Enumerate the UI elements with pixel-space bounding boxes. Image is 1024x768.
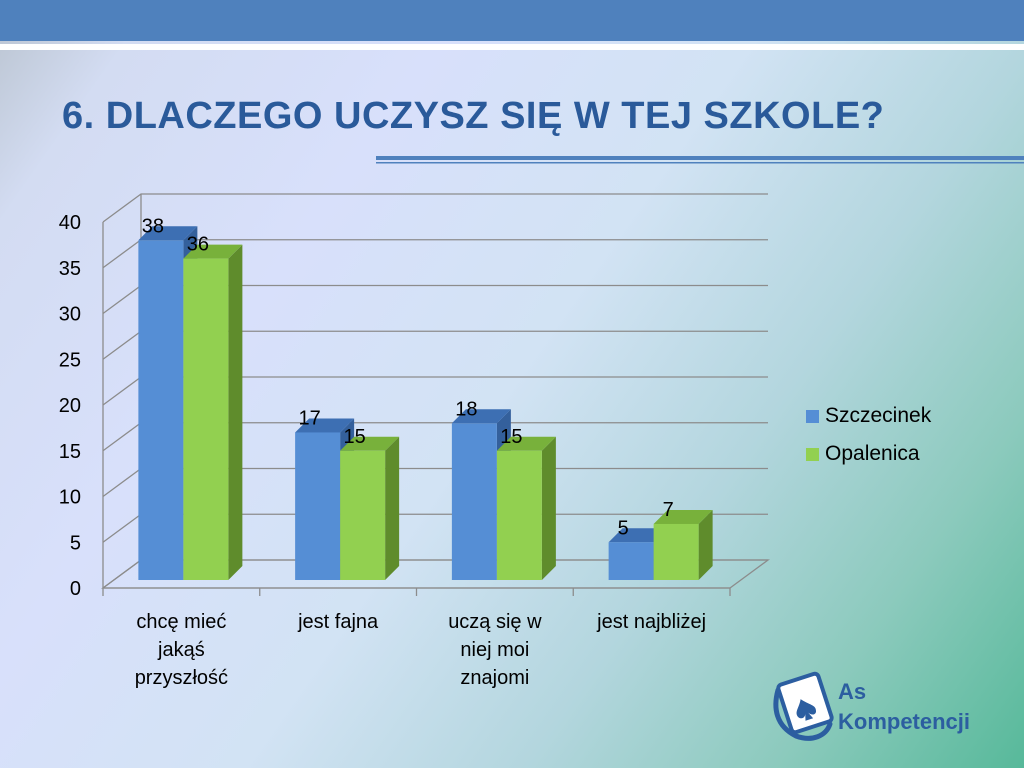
bar-value-label: 5	[618, 517, 629, 539]
x-category-label: jest fajna	[297, 611, 379, 633]
bar-top	[295, 418, 355, 433]
gridline	[102, 193, 768, 223]
y-tick-label: 35	[59, 258, 81, 280]
logo: As Kompetencji	[773, 671, 970, 741]
bar-top	[608, 528, 668, 543]
bar	[340, 450, 386, 580]
legend-label: Opalenica	[825, 442, 920, 465]
bar-value-label: 38	[142, 215, 164, 237]
bar-side	[541, 436, 556, 580]
bar-top	[496, 436, 556, 451]
slide-title: 6. DLACZEGO UCZYSZ SIĘ W TEJ SZKOLE?	[62, 95, 885, 137]
bar	[608, 542, 654, 580]
bar-value-label: 7	[663, 499, 674, 521]
bar	[183, 258, 229, 580]
bar-top	[653, 509, 713, 524]
x-category-label: jest najbliżej	[596, 611, 706, 633]
bar	[496, 450, 542, 580]
legend-swatch	[806, 410, 819, 423]
bar-value-label: 15	[344, 426, 366, 448]
top-banner	[0, 0, 1024, 41]
y-tick-label: 20	[59, 395, 81, 417]
x-category-label: uczą się w niej moi znajomi	[448, 611, 542, 689]
bar-value-label: 15	[500, 426, 522, 448]
y-tick-label: 40	[59, 212, 81, 234]
title-rule-thick	[376, 156, 1024, 160]
bar-top	[138, 226, 198, 241]
x-category-label: chcę mieć jakąś przyszłość	[135, 611, 228, 689]
bar-side	[698, 509, 713, 580]
bar-value-label: 18	[455, 398, 477, 420]
logo-text-as: As	[838, 679, 866, 704]
top-banner-divider	[0, 44, 1024, 50]
legend-swatch	[806, 448, 819, 461]
y-tick-label: 10	[59, 487, 81, 509]
legend-label: Szczecinek	[825, 404, 932, 427]
bar	[451, 423, 497, 580]
card-icon	[773, 671, 834, 741]
bar-value-label: 36	[187, 234, 209, 256]
title-rule-thin	[376, 162, 1024, 164]
y-tick-label: 30	[59, 304, 81, 326]
bar-value-label: 17	[299, 407, 321, 429]
bar-side	[228, 244, 243, 580]
logo-text-kompetencji: Kompetencji	[838, 709, 970, 734]
bar	[653, 523, 699, 580]
bar-side	[385, 436, 400, 580]
y-tick-label: 25	[59, 349, 81, 371]
y-tick-label: 15	[59, 441, 81, 463]
y-tick-label: 0	[70, 578, 81, 600]
bar	[295, 432, 341, 580]
bar-top	[183, 244, 243, 259]
bar	[138, 240, 184, 581]
y-tick-label: 5	[70, 532, 81, 554]
bar-top	[451, 409, 511, 424]
bar-top	[340, 436, 400, 451]
